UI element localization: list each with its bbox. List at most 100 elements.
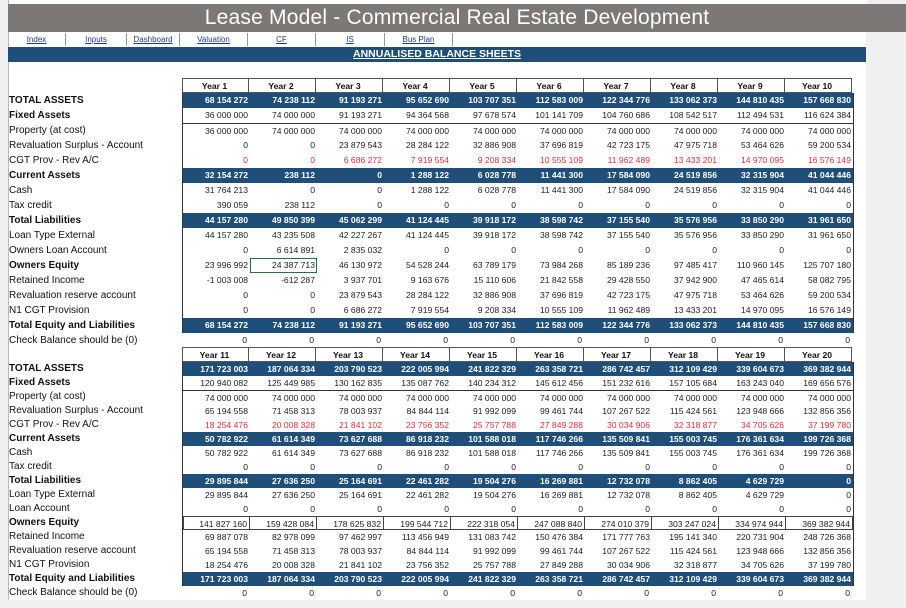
cell[interactable]: 36 000 000	[204, 126, 248, 136]
cell[interactable]: 32 315 904	[740, 185, 784, 195]
cell[interactable]: 116 624 384	[803, 110, 851, 120]
cell[interactable]: 123 948 666	[736, 406, 784, 416]
cell[interactable]: 199 726 368	[803, 448, 851, 458]
cell[interactable]: 37 696 819	[539, 290, 583, 300]
cell[interactable]: 0	[845, 588, 850, 598]
year-header[interactable]: Year 4	[383, 78, 450, 93]
cell[interactable]: 133 062 373	[669, 95, 717, 105]
cell[interactable]: 47 975 718	[673, 140, 717, 150]
cell[interactable]: 13 433 201	[673, 305, 717, 315]
cell[interactable]: 112 494 531	[736, 110, 784, 120]
cell[interactable]: 0	[510, 335, 515, 345]
cell[interactable]: 37 199 780	[807, 560, 851, 570]
cell[interactable]: 16 576 149	[807, 305, 851, 315]
cell[interactable]: 95 652 690	[405, 95, 449, 105]
cell[interactable]: 0	[310, 185, 315, 195]
cell[interactable]: 0	[645, 245, 650, 255]
cell[interactable]: 107 267 522	[602, 546, 650, 556]
cell[interactable]: 286 742 457	[602, 364, 650, 374]
cell[interactable]: 155 003 745	[669, 448, 717, 458]
cell[interactable]: 31 961 650	[807, 215, 851, 225]
cell[interactable]: 78 003 937	[338, 406, 382, 416]
cell[interactable]: 68 154 272	[204, 320, 248, 330]
cell[interactable]: 6 028 778	[477, 185, 516, 195]
cell[interactable]: 0	[310, 305, 315, 315]
cell[interactable]: 73 627 688	[338, 434, 382, 444]
cell[interactable]: 37 199 780	[807, 420, 851, 430]
cell[interactable]: 0	[846, 200, 851, 210]
cell[interactable]: 74 000 000	[539, 393, 583, 403]
cell[interactable]: 74 000 000	[807, 126, 851, 136]
cell[interactable]: 44 157 280	[204, 215, 248, 225]
nav-dashboard[interactable]: Dashboard	[127, 33, 180, 46]
cell[interactable]: -1 003 008	[206, 275, 248, 285]
nav-is[interactable]: IS	[316, 33, 385, 46]
cell[interactable]: 220 731 904	[736, 532, 784, 542]
cell[interactable]: 0	[712, 245, 717, 255]
cell[interactable]: 24 519 856	[673, 170, 717, 180]
cell[interactable]: 263 358 721	[535, 574, 583, 584]
cell[interactable]: 0	[577, 335, 582, 345]
cell[interactable]: 11 962 489	[607, 305, 650, 315]
cell[interactable]: 0	[443, 335, 448, 345]
cell[interactable]: 95 652 690	[405, 320, 449, 330]
cell[interactable]: 159 428 084	[250, 516, 317, 530]
cell[interactable]: 35 576 956	[673, 215, 717, 225]
cell[interactable]: 74 000 000	[606, 393, 650, 403]
year-header[interactable]: Year 8	[651, 78, 718, 93]
cell[interactable]: 0	[242, 588, 247, 598]
cell[interactable]: 125 707 180	[803, 260, 851, 270]
cell[interactable]: 390 059	[216, 200, 248, 210]
cell[interactable]: 0	[377, 504, 382, 514]
cell[interactable]: 39 918 172	[472, 230, 516, 240]
cell[interactable]: 25 757 788	[472, 420, 516, 430]
cell[interactable]: 334 974 944	[719, 516, 786, 530]
cell[interactable]: 24 519 856	[673, 185, 717, 195]
cell[interactable]: 101 588 018	[468, 434, 516, 444]
cell[interactable]: 18 254 476	[204, 420, 248, 430]
year-header[interactable]: Year 16	[517, 347, 584, 362]
cell[interactable]: 107 267 522	[602, 406, 650, 416]
cell[interactable]: 74 000 000	[472, 126, 516, 136]
cell[interactable]: 104 760 686	[602, 110, 650, 120]
cell[interactable]: 0	[712, 504, 717, 514]
cell[interactable]: 9 163 676	[410, 275, 449, 285]
cell[interactable]: 32 886 908	[472, 290, 516, 300]
cell[interactable]: 0	[712, 200, 717, 210]
cell[interactable]: 12 732 078	[606, 476, 650, 486]
cell[interactable]: 145 612 456	[535, 378, 583, 388]
cell[interactable]: 0	[242, 335, 247, 345]
cell[interactable]: 122 344 776	[602, 95, 650, 105]
cell[interactable]: 0	[644, 335, 649, 345]
cell[interactable]: 0	[310, 155, 315, 165]
cell[interactable]: 30 034 906	[606, 560, 650, 570]
cell[interactable]: 0	[310, 290, 315, 300]
cell[interactable]: 31 764 213	[204, 185, 248, 195]
cell[interactable]: 163 243 040	[736, 378, 784, 388]
cell[interactable]: 135 087 762	[401, 378, 449, 388]
cell[interactable]: 37 155 540	[606, 230, 650, 240]
cell[interactable]: 15 110 606	[473, 275, 516, 285]
cell[interactable]: 339 604 673	[736, 574, 784, 584]
cell[interactable]: 68 154 272	[204, 95, 248, 105]
cell[interactable]: 0	[444, 462, 449, 472]
year-header[interactable]: Year 5	[450, 78, 517, 93]
cell[interactable]: 0	[645, 200, 650, 210]
cell[interactable]: 11 441 300	[540, 170, 583, 180]
cell[interactable]: 27 636 250	[271, 476, 315, 486]
cell[interactable]: 0	[846, 476, 851, 486]
year-header[interactable]: Year 3	[316, 78, 383, 93]
cell[interactable]: 30 034 906	[606, 420, 650, 430]
cell[interactable]: 101 141 709	[535, 110, 583, 120]
cell[interactable]: 157 105 684	[669, 378, 717, 388]
cell[interactable]: 23 996 992	[204, 260, 248, 270]
cell[interactable]: 3 937 701	[343, 275, 382, 285]
cell[interactable]: 0	[243, 462, 248, 472]
nav-cf[interactable]: CF	[248, 33, 316, 46]
cell[interactable]: 91 193 271	[338, 110, 382, 120]
cell[interactable]: 32 318 877	[673, 560, 717, 570]
cell[interactable]: 36 000 000	[204, 110, 248, 120]
year-header[interactable]: Year 9	[718, 78, 785, 93]
cell[interactable]: 25 164 691	[338, 490, 382, 500]
cell[interactable]: 0	[578, 504, 583, 514]
